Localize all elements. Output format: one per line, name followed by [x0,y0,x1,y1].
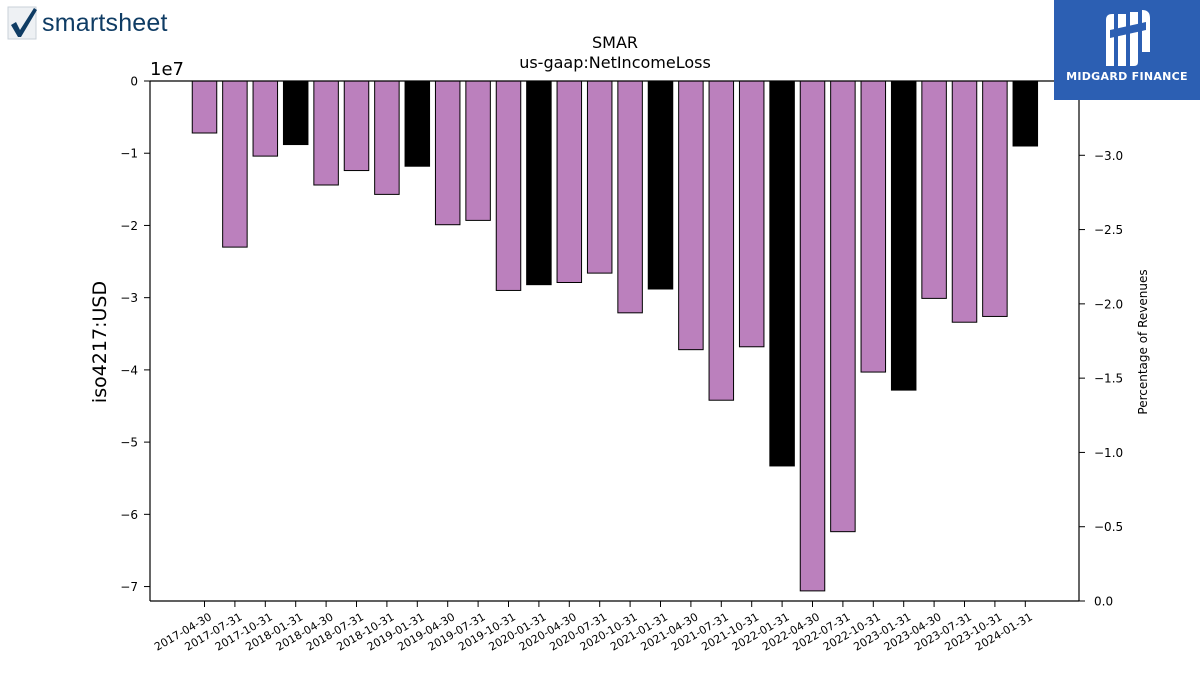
bar [769,80,795,467]
chart-title: SMAR [592,33,638,52]
bar [526,80,552,286]
y2-tick-label: 0.0 [1094,595,1113,609]
bar [860,80,887,373]
y2-tick-label: −2.5 [1094,223,1123,237]
y2-tick-label: −0.5 [1094,520,1123,534]
bar [738,80,765,348]
y-tick-label: −1 [120,147,138,161]
bar [404,80,431,167]
bar [921,80,947,299]
bar [830,80,856,533]
bars-group [191,80,1039,592]
bar [890,80,917,391]
y-axis-label: iso4217:USD [89,281,111,403]
y-tick-label: −2 [120,219,138,233]
smartsheet-wordmark: smartsheet [42,8,168,37]
chart-subtitle: us-gaap:NetIncomeLoss [519,53,711,72]
y2-tick-label: −1.0 [1094,446,1123,460]
bar [799,80,826,592]
bar [617,80,643,314]
bar [374,80,400,195]
y2-axis-label: Percentage of Revenues [1136,269,1150,414]
midgard-emblem-icon [1106,10,1150,66]
bar [313,80,339,186]
bar [191,80,218,134]
midgard-wordmark: MIDGARD FINANCE [1066,70,1188,83]
smartsheet-check-icon [7,6,37,40]
bar [465,80,491,221]
bar [343,80,370,172]
y-tick-label: −4 [120,363,138,377]
bar [556,80,583,283]
bar [282,80,309,146]
bar [222,80,248,248]
bar [495,80,522,291]
bar [678,80,704,351]
bar [951,80,978,323]
bar [647,80,674,290]
bar [982,80,1008,317]
bar [1012,80,1039,147]
y-tick-label: −6 [120,508,138,522]
midgard-finance-logo: MIDGARD FINANCE [1054,0,1200,100]
y-tick-label: 0 [130,75,138,89]
bar [434,80,461,226]
y2-tick-label: −1.5 [1094,372,1123,386]
bar [708,80,735,401]
y-tick-label: −3 [120,291,138,305]
y-offset-label: 1e7 [150,59,184,80]
y2-tick-label: −3.0 [1094,149,1123,163]
y-tick-label: −7 [120,580,138,594]
bar [586,80,613,274]
bar [252,80,279,157]
y2-tick-label: −2.0 [1094,297,1123,311]
smartsheet-logo: smartsheet [6,4,168,42]
y-tick-label: −5 [120,436,138,450]
